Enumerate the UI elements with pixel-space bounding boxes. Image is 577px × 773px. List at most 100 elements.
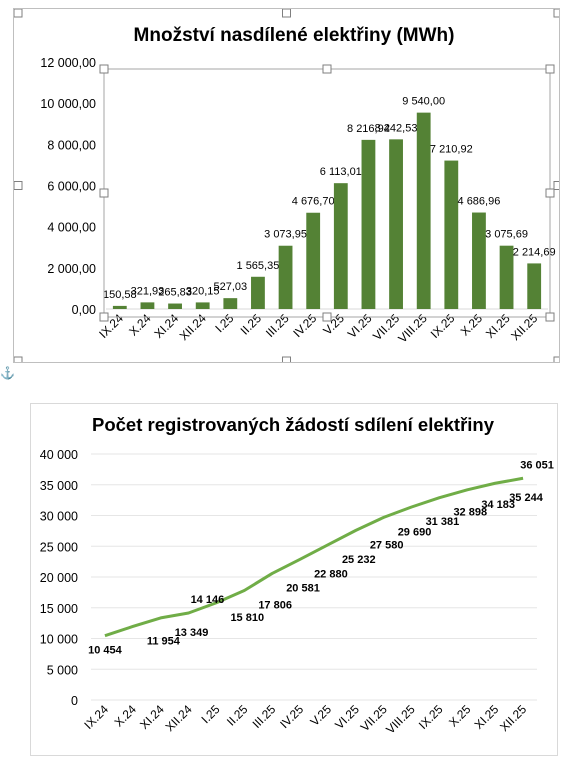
x-tick-label: X.24 — [112, 702, 140, 730]
bar — [472, 212, 486, 309]
y-tick-label: 40 000 — [40, 448, 78, 462]
x-tick-label: III.25 — [250, 702, 279, 731]
data-label: 11 954 — [147, 635, 181, 647]
resize-handle — [99, 188, 109, 198]
data-label: 3 075,69 — [485, 229, 528, 241]
resize-handle — [545, 64, 555, 74]
data-label: 7 210,92 — [430, 144, 473, 156]
x-tick-label: IV.25 — [290, 311, 319, 340]
x-tick-label: IV.25 — [277, 702, 306, 731]
selection-handle — [553, 181, 563, 190]
data-label: 35 244 — [509, 492, 544, 504]
y-tick-label: 6 000,00 — [47, 180, 96, 194]
y-tick-label: 10 000 — [40, 633, 78, 647]
bar — [112, 305, 127, 309]
x-tick-label: III.25 — [263, 311, 292, 340]
anchor-icon: ⚓ — [0, 366, 15, 380]
x-tick-label: VIII.25 — [395, 311, 430, 346]
y-tick-label: 0 — [71, 694, 78, 708]
y-tick-label: 15 000 — [40, 602, 78, 616]
bar — [361, 139, 376, 309]
chart-title: Počet registrovaných žádostí sdílení ele… — [92, 414, 495, 435]
data-label: 8 216,94 — [347, 123, 390, 135]
data-label: 3 073,95 — [264, 229, 307, 241]
data-label: 2 214,69 — [513, 246, 556, 258]
selection-handle — [553, 8, 563, 18]
y-tick-label: 25 000 — [40, 540, 78, 554]
data-label: 265,83 — [158, 287, 192, 299]
data-label: 527,03 — [213, 281, 247, 293]
bar — [168, 303, 182, 309]
y-tick-label: 35 000 — [40, 479, 78, 493]
data-label: 320,15 — [186, 285, 220, 297]
data-label: 4 686,96 — [458, 196, 501, 208]
selection-handle — [282, 356, 291, 366]
resize-handle — [322, 312, 332, 322]
x-tick-label: X.25 — [446, 702, 474, 730]
x-tick-label: V.25 — [307, 702, 334, 729]
registrations-chart[interactable]: Počet registrovaných žádostí sdílení ele… — [30, 403, 558, 756]
y-tick-label: 0,00 — [72, 303, 96, 317]
x-tick-label: II.25 — [238, 311, 265, 338]
data-label: 8 242,53 — [375, 122, 418, 134]
x-tick-label: XII.24 — [163, 702, 195, 734]
selection-handle — [553, 356, 563, 366]
y-tick-label: 20 000 — [40, 571, 78, 585]
y-tick-label: 8 000,00 — [47, 138, 96, 152]
data-label: 34 183 — [481, 499, 515, 511]
data-label: 20 581 — [286, 582, 320, 594]
data-label: 17 806 — [258, 599, 292, 611]
bar — [251, 276, 265, 309]
x-tick-label: XII.25 — [497, 702, 529, 734]
x-tick-label: X.24 — [126, 311, 154, 339]
data-label: 15 810 — [230, 612, 264, 624]
data-label: 29 690 — [398, 526, 432, 538]
data-label: 9 540,00 — [402, 96, 445, 108]
bar — [416, 112, 431, 309]
y-tick-label: 12 000,00 — [40, 56, 96, 70]
x-tick-label: IX.24 — [81, 702, 111, 732]
x-tick-label: I.25 — [199, 702, 223, 726]
electricity-shared-chart[interactable]: Množství nasdílené elektřiny (MWh) 0,00 2… — [13, 8, 563, 366]
chart-title: Množství nasdílené elektřiny (MWh) — [134, 25, 455, 46]
y-tick-label: 5 000 — [47, 663, 78, 677]
resize-handle — [99, 64, 109, 74]
data-label: 4 676,70 — [292, 196, 335, 208]
resize-handle — [545, 188, 555, 198]
x-tick-label: IX.25 — [416, 702, 446, 732]
data-label: 27 580 — [370, 539, 404, 551]
selection-handle — [282, 8, 291, 18]
x-tick-label: I.25 — [212, 311, 236, 335]
resize-handle — [545, 312, 555, 322]
series-line — [104, 476, 524, 638]
bar — [195, 302, 210, 309]
bar — [306, 212, 321, 309]
x-tick-label: XI.24 — [151, 311, 181, 341]
y-tick-label: 2 000,00 — [47, 262, 96, 276]
data-label: 150,58 — [103, 289, 137, 301]
x-tick-label: XI.25 — [472, 702, 502, 732]
data-label: 14 146 — [191, 594, 225, 606]
bar — [278, 245, 293, 309]
data-label: 32 898 — [453, 507, 487, 519]
bar — [527, 263, 542, 309]
line-chart-svg: Počet registrovaných žádostí sdílení ele… — [40, 414, 554, 737]
x-tick-label: XII.24 — [177, 311, 209, 343]
bar — [223, 298, 238, 309]
resize-handle — [99, 312, 109, 322]
x-tick-label: XII.25 — [508, 311, 540, 343]
bar — [444, 160, 459, 309]
x-tick-label: X.25 — [458, 311, 486, 339]
y-tick-label: 10 000,00 — [40, 97, 96, 111]
resize-handle — [322, 64, 332, 74]
selection-handle — [13, 181, 23, 190]
y-tick-label: 4 000,00 — [47, 221, 96, 235]
bar — [499, 245, 514, 309]
x-tick-label: VI.25 — [345, 311, 375, 341]
x-tick-label: IX.25 — [428, 311, 458, 341]
data-label: 321,93 — [131, 285, 165, 297]
data-label: 6 113,01 — [320, 166, 362, 178]
x-tick-label: VIII.25 — [383, 702, 418, 737]
bar — [389, 139, 403, 309]
data-label: 36 051 — [520, 459, 554, 471]
